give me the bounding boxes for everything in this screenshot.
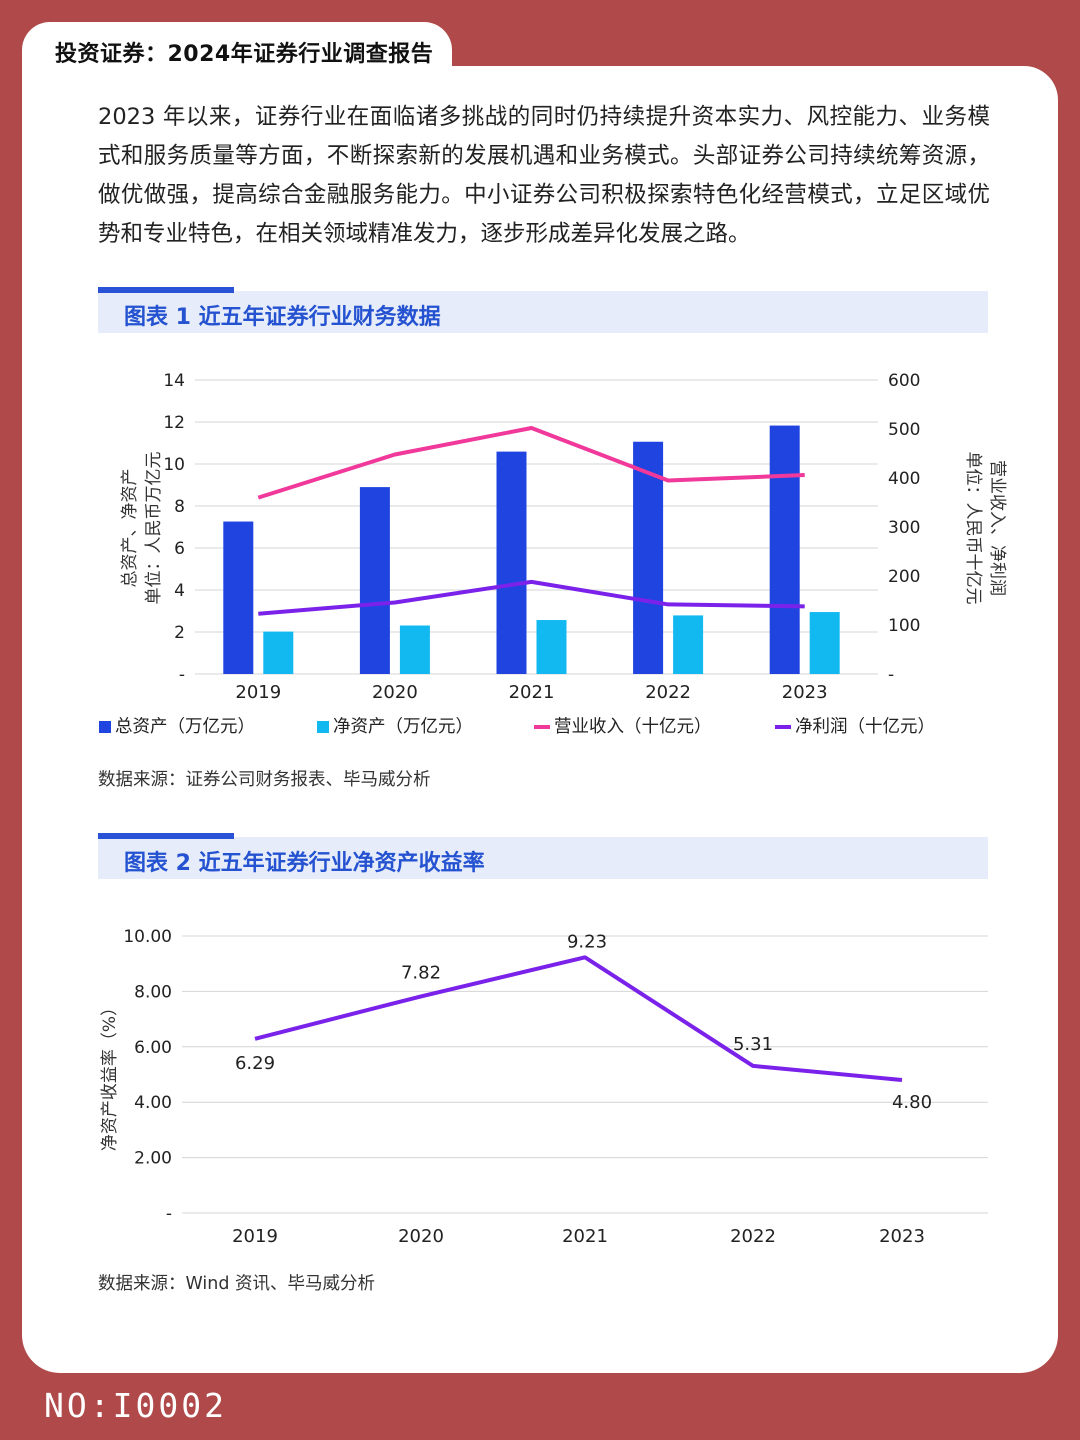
legend-revenue: 营业收入（十亿元） bbox=[554, 717, 712, 737]
chart2-y-tick: 2.00 bbox=[134, 1149, 172, 1169]
chart1-left-tick: 10 bbox=[163, 455, 185, 475]
figure2-source: 数据来源：Wind 资讯、毕马威分析 bbox=[98, 1274, 376, 1294]
chart1-left-axis-label-line2: 单位：人民币万亿元 bbox=[144, 452, 164, 605]
figure1-source: 数据来源：证券公司财务报表、毕马威分析 bbox=[98, 770, 431, 790]
intro-paragraph: 2023 年以来，证券行业在面临诸多挑战的同时仍持续提升资本实力、风控能力、业务… bbox=[98, 104, 990, 247]
chart1-right-tick: 100 bbox=[888, 616, 920, 636]
chart1-right-tick: 300 bbox=[888, 518, 920, 538]
chart2-x-tick: 2020 bbox=[398, 1226, 444, 1247]
chart2-data-label: 9.23 bbox=[567, 931, 607, 952]
chart2-data-label: 6.29 bbox=[235, 1053, 275, 1074]
chart2-data-label: 4.80 bbox=[892, 1092, 932, 1113]
chart1-bar-total-assets bbox=[359, 487, 390, 674]
chart1-right-tick: - bbox=[888, 665, 894, 685]
chart1-left-tick: 12 bbox=[163, 413, 185, 433]
chart1-left-tick: 2 bbox=[174, 623, 185, 643]
chart2-y-tick: 6.00 bbox=[134, 1038, 172, 1058]
figure1-chart: - 2 4 6 8 10 12 14 - 100 200 300 400 500 600 2019 2020 20… bbox=[99, 371, 1007, 737]
chart1-bar-total-assets bbox=[223, 521, 254, 674]
chart1-bar-net-assets bbox=[673, 615, 704, 674]
legend-total-assets-swatch bbox=[99, 721, 111, 733]
chart1-left-tick: 6 bbox=[174, 539, 185, 559]
chart2-data-label: 7.82 bbox=[401, 962, 441, 983]
figure1-header: 图表 1 近五年证券行业财务数据 bbox=[98, 287, 988, 333]
chart2-x-tick: 2019 bbox=[232, 1226, 278, 1247]
chart2-y-tick: 4.00 bbox=[134, 1093, 172, 1113]
legend-total-assets: 总资产（万亿元） bbox=[115, 717, 255, 737]
chart1-bar-total-assets bbox=[633, 441, 664, 674]
chart1-right-axis-label-line2: 营业收入、净利润 bbox=[987, 460, 1007, 596]
chart2-y-tick: - bbox=[166, 1204, 172, 1224]
chart1-x-tick: 2019 bbox=[235, 682, 281, 703]
chart1-right-tick: 500 bbox=[888, 420, 920, 440]
chart2-roe-line bbox=[254, 955, 903, 1083]
figure2-accent-bar bbox=[98, 833, 234, 839]
figure2-header: 图表 2 近五年证券行业净资产收益率 bbox=[98, 833, 988, 879]
legend-profit: 净利润（十亿元） bbox=[795, 717, 935, 737]
chart1-bar-net-assets bbox=[399, 625, 430, 674]
chart1-left-axis-label-line1: 总资产、净资产 bbox=[120, 469, 140, 588]
chart1-right-tick: 400 bbox=[888, 469, 920, 489]
content-card bbox=[22, 66, 1058, 1373]
figure2-chart: - 2.00 4.00 6.00 8.00 10.00 2019 2020 2021 2022 20… bbox=[100, 927, 988, 1247]
report-title: 投资证券：2024年证券行业调查报告 bbox=[55, 42, 434, 67]
chart1-right-axis-label-line1: 单位：人民币十亿元 bbox=[963, 452, 983, 605]
page-number: NO:I0002 bbox=[44, 1386, 227, 1425]
chart1-x-tick: 2021 bbox=[509, 682, 555, 703]
chart2-x-tick: 2023 bbox=[879, 1226, 925, 1247]
chart2-x-tick: 2022 bbox=[730, 1226, 776, 1247]
chart1-line-revenue bbox=[257, 426, 805, 500]
chart1-right-tick: 600 bbox=[888, 371, 920, 391]
chart1-left-tick: 4 bbox=[174, 581, 185, 601]
chart1-bar-net-assets bbox=[263, 631, 294, 674]
chart1-bar-total-assets bbox=[769, 425, 800, 674]
chart2-data-label: 5.31 bbox=[733, 1034, 773, 1055]
chart1-bar-total-assets bbox=[496, 451, 527, 674]
chart1-x-tick: 2022 bbox=[645, 682, 691, 703]
legend-net-assets-swatch bbox=[317, 721, 329, 733]
figure2-title: 图表 2 近五年证券行业净资产收益率 bbox=[124, 851, 485, 876]
figure1-accent-bar bbox=[98, 287, 234, 293]
chart1-line-profit bbox=[258, 579, 805, 616]
chart1-bar-net-assets bbox=[536, 620, 567, 674]
chart1-left-tick: 14 bbox=[163, 371, 185, 391]
chart1-x-tick: 2020 bbox=[372, 682, 418, 703]
chart1-x-tick: 2023 bbox=[782, 682, 828, 703]
chart2-x-tick: 2021 bbox=[562, 1226, 608, 1247]
chart1-bar-net-assets bbox=[809, 612, 840, 674]
chart2-y-tick: 8.00 bbox=[134, 982, 172, 1002]
chart1-right-tick: 200 bbox=[888, 567, 920, 587]
figure1-title: 图表 1 近五年证券行业财务数据 bbox=[124, 305, 441, 330]
chart1-left-tick: - bbox=[179, 665, 185, 685]
chart2-y-tick: 10.00 bbox=[123, 927, 172, 947]
legend-net-assets: 净资产（万亿元） bbox=[333, 717, 473, 737]
chart2-y-axis-label: 净资产收益率（%） bbox=[100, 999, 120, 1151]
chart1-left-tick: 8 bbox=[174, 497, 185, 517]
